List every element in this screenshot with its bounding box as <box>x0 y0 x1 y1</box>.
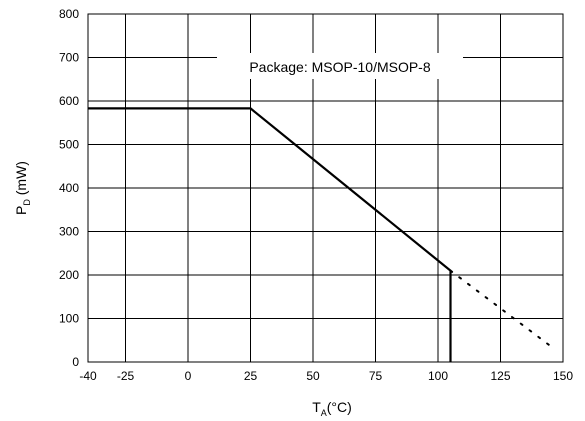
annotation-background <box>217 53 463 79</box>
plot-frame <box>87 13 564 363</box>
y-tick-label: 400 <box>59 181 79 195</box>
x-axis-title-main: T <box>312 399 321 415</box>
y-tick-labels: 0 100 200 300 400 500 600 700 800 <box>59 7 79 369</box>
y-axis-title-main: P <box>13 206 29 215</box>
x-tick-label: -40 <box>79 369 97 383</box>
x-axis-title: TA(°C) <box>312 399 352 418</box>
annotation-group: Package: MSOP-10/MSOP-8 <box>217 53 463 79</box>
x-tick-label: 25 <box>244 369 258 383</box>
derating-line <box>88 107 452 362</box>
y-tick-label: 0 <box>72 355 79 369</box>
x-tick-labels: -40 -25 0 25 50 75 100 125 150 <box>79 369 573 383</box>
y-axis-title-sub: D <box>22 199 32 206</box>
y-tick-label: 800 <box>59 7 79 21</box>
y-tick-label: 500 <box>59 138 79 152</box>
x-tick-label: 150 <box>553 369 573 383</box>
y-tick-label: 200 <box>59 268 79 282</box>
x-tick-label: 100 <box>428 369 448 383</box>
y-tick-label: 100 <box>59 312 79 326</box>
x-tick-label: 125 <box>490 369 510 383</box>
y-tick-label: 700 <box>59 51 79 65</box>
x-axis-title-unit: (°C) <box>327 399 352 415</box>
series-lines <box>88 107 557 362</box>
package-annotation: Package: MSOP-10/MSOP-8 <box>249 59 431 75</box>
x-tick-label: 50 <box>306 369 320 383</box>
y-axis-title-unit: (mW) <box>13 161 29 199</box>
derating-extrapolation-line <box>449 269 557 351</box>
y-axis-title: PD (mW) <box>13 161 32 215</box>
x-tick-label: -25 <box>117 369 135 383</box>
x-tick-label: 0 <box>185 369 192 383</box>
x-axis-title-sub: A <box>321 408 327 418</box>
y-tick-label: 600 <box>59 94 79 108</box>
x-tick-label: 75 <box>369 369 383 383</box>
y-tick-label: 300 <box>59 225 79 239</box>
